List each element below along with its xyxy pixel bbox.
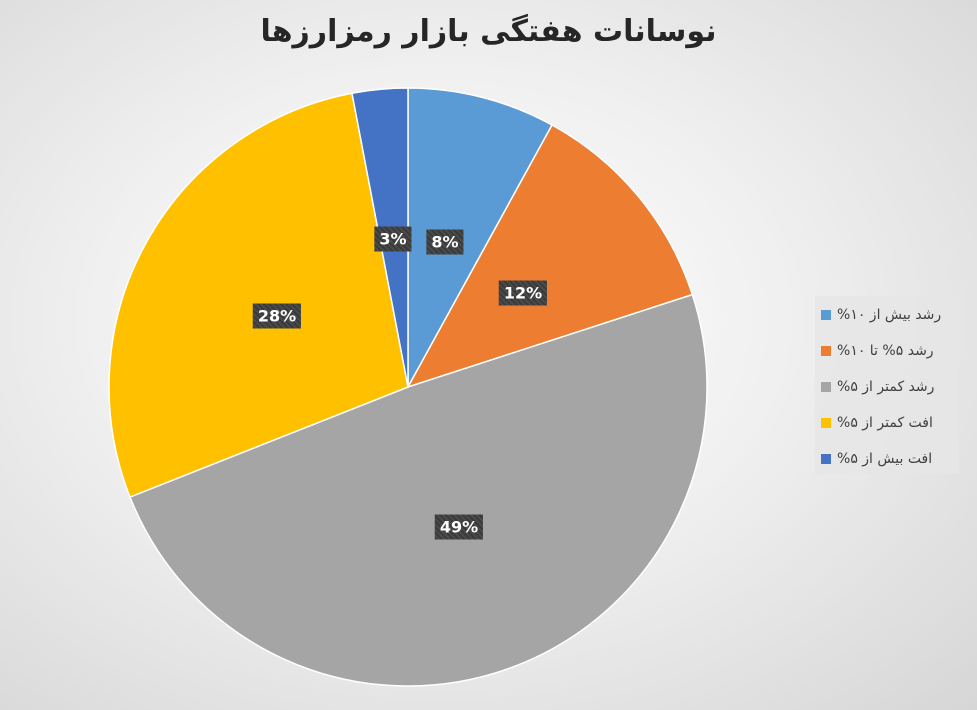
legend-swatch [821, 418, 831, 428]
legend-item: رشد بیش از ۱۰% [815, 296, 959, 332]
legend-swatch [821, 454, 831, 464]
legend: رشد بیش از ۱۰% رشد ۵% تا ۱۰% رشد کمتر از ۵… [815, 296, 959, 474]
pie-slice [406, 123, 694, 389]
legend-swatch [821, 346, 831, 356]
pie-slice [407, 87, 554, 388]
legend-swatch [821, 382, 831, 392]
chart-title: نوسانات هفتگی بازار رمزارزها [260, 14, 717, 49]
data-label: 12% [498, 280, 548, 306]
legend-item: رشد ۵% تا ۱۰% [815, 332, 959, 368]
legend-label: رشد بیش از ۱۰% [837, 307, 942, 323]
legend-label: رشد ۵% تا ۱۰% [837, 343, 934, 359]
legend-swatch [821, 310, 831, 320]
data-label: 3% [374, 226, 412, 252]
legend-label: افت کمتر از ۵% [837, 415, 933, 431]
legend-item: رشد کمتر از ۵% [815, 368, 959, 404]
legend-item: افت کمتر از ۵% [815, 404, 959, 440]
legend-label: رشد کمتر از ۵% [837, 379, 935, 395]
data-label: 28% [252, 303, 302, 329]
legend-item: افت بیش از ۵% [815, 440, 959, 476]
pie-slice [108, 92, 409, 499]
data-label: 8% [426, 229, 464, 255]
legend-label: افت بیش از ۵% [837, 451, 933, 467]
pie-slice [129, 293, 708, 687]
data-label: 49% [434, 514, 484, 540]
